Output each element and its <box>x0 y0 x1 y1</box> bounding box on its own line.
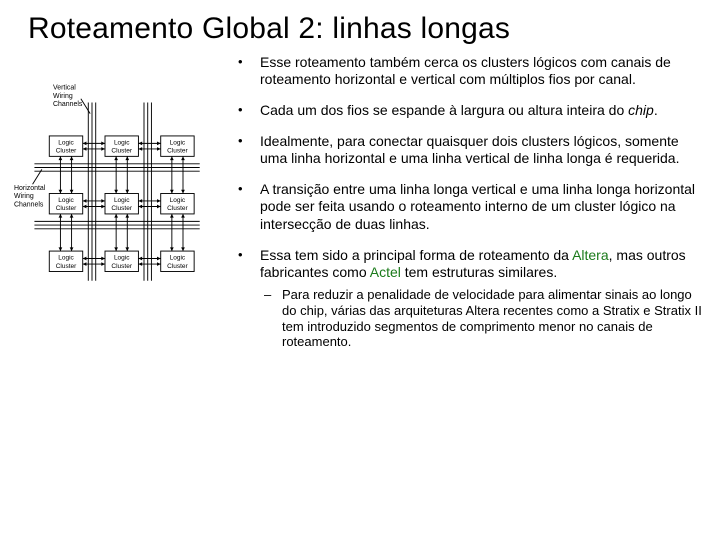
svg-text:Cluster: Cluster <box>111 148 132 155</box>
bullet-text: Essa tem sido a principal forma de rotea… <box>260 247 572 263</box>
vertical-label-l2: Wiring <box>53 93 73 100</box>
bullet-text: Cada um dos fios se espande à largura ou… <box>260 102 628 118</box>
bullet-item: Cada um dos fios se espande à largura ou… <box>232 102 702 119</box>
svg-text:Cluster: Cluster <box>111 205 132 212</box>
bullet-text: Idealmente, para conectar quaisquer dois… <box>260 133 679 166</box>
horizontal-label-l2: Wiring <box>14 193 34 200</box>
horizontal-label-l3: Channels <box>14 202 44 209</box>
content-row: Vertical Wiring Channels Horizontal Wiri… <box>0 54 720 364</box>
svg-text:Logic: Logic <box>114 254 130 261</box>
svg-text:Logic: Logic <box>170 254 186 261</box>
svg-text:Logic: Logic <box>114 139 130 146</box>
svg-text:Cluster: Cluster <box>56 205 77 212</box>
svg-text:Logic: Logic <box>58 139 74 146</box>
vertical-label-l3: Channels <box>53 101 83 108</box>
cluster-grid: LogicCluster LogicCluster LogicCluster L… <box>49 136 194 272</box>
horizontal-label-l1: Horizontal <box>14 185 46 192</box>
svg-text:Cluster: Cluster <box>56 148 77 155</box>
bullet-text: Esse roteamento também cerca os clusters… <box>260 54 671 87</box>
sub-bullet-text: Para reduzir a penalidade de velocidade … <box>282 287 702 350</box>
brand-name: Altera <box>572 247 609 263</box>
bullet-text: . <box>654 102 658 118</box>
svg-text:Cluster: Cluster <box>56 263 77 270</box>
bullet-text: tem estruturas similares. <box>401 264 557 280</box>
diagram-column: Vertical Wiring Channels Horizontal Wiri… <box>14 54 214 364</box>
bullet-item: Esse roteamento também cerca os clusters… <box>232 54 702 88</box>
bullet-item: Essa tem sido a principal forma de rotea… <box>232 247 702 351</box>
bullet-text: A transição entre uma linha longa vertic… <box>260 181 695 231</box>
svg-text:Cluster: Cluster <box>167 263 188 270</box>
brand-name: Actel <box>370 264 401 280</box>
text-column: Esse roteamento também cerca os clusters… <box>214 54 702 364</box>
svg-text:Cluster: Cluster <box>167 205 188 212</box>
svg-text:Logic: Logic <box>114 197 130 204</box>
sub-bullet: Para reduzir a penalidade de velocidade … <box>260 287 702 350</box>
svg-text:Cluster: Cluster <box>167 148 188 155</box>
svg-text:Cluster: Cluster <box>111 263 132 270</box>
bullet-item: Idealmente, para conectar quaisquer dois… <box>232 133 702 167</box>
svg-text:Logic: Logic <box>170 197 186 204</box>
bullet-item: A transição entre uma linha longa vertic… <box>232 181 702 232</box>
routing-diagram: Vertical Wiring Channels Horizontal Wiri… <box>14 72 209 302</box>
vertical-label-l1: Vertical <box>53 85 76 92</box>
page-title: Roteamento Global 2: linhas longas <box>0 0 720 54</box>
svg-text:Logic: Logic <box>58 254 74 261</box>
bullet-emph: chip <box>628 102 654 118</box>
svg-text:Logic: Logic <box>170 139 186 146</box>
svg-text:Logic: Logic <box>58 197 74 204</box>
bullet-list: Esse roteamento também cerca os clusters… <box>232 54 702 350</box>
